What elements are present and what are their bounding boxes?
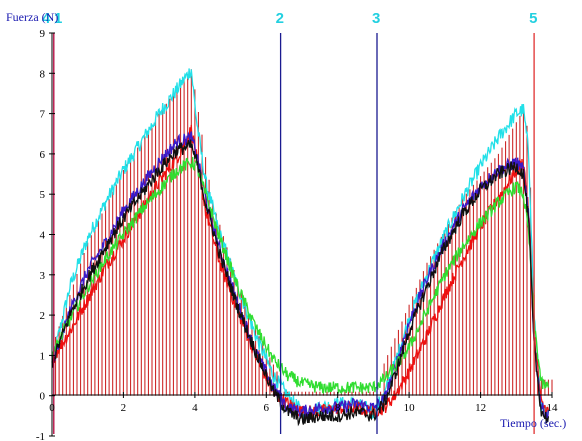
y-tick-label: -1 <box>36 431 45 441</box>
x-tick-label: 0 <box>49 402 55 414</box>
marker-label-2: 2 <box>276 10 284 27</box>
series-line-3 <box>51 131 550 420</box>
y-tick-label: 2 <box>40 310 46 322</box>
x-tick-label: 6 <box>264 402 270 414</box>
x-tick-label: 8 <box>335 402 341 414</box>
series-line-5 <box>51 139 550 427</box>
y-axis-title: Fuerza (N) <box>6 10 58 24</box>
y-tick-label: 4 <box>40 230 46 242</box>
x-tick-label: 10 <box>404 402 416 414</box>
hatched-bars <box>51 69 553 396</box>
y-tick-label: 5 <box>40 189 46 201</box>
phase-markers: 1 2 34 5 <box>42 10 537 434</box>
series-line-1 <box>51 68 550 420</box>
x-tick-label: 4 <box>192 402 198 414</box>
x-tick-label: 12 <box>475 402 486 414</box>
x-tick-label: 2 <box>121 402 127 414</box>
x-tick-label: 14 <box>547 402 559 414</box>
y-tick-label: 0 <box>40 391 46 403</box>
marker-label-3: 3 <box>372 10 380 27</box>
x-axis-title: Tiempo (sec.) <box>500 416 566 430</box>
y-tick-label: 6 <box>40 149 46 161</box>
y-tick-label: 1 <box>40 350 46 362</box>
marker-label-4: 4 <box>42 10 51 27</box>
force-series <box>51 68 550 427</box>
series-line-4 <box>51 156 550 395</box>
marker-label-5: 5 <box>529 10 537 27</box>
marker-label-1: 1 <box>54 10 62 27</box>
y-tick-label: 8 <box>40 68 46 80</box>
y-tick-label: 3 <box>40 270 46 282</box>
y-tick-label: 7 <box>40 109 46 121</box>
y-tick-label: 9 <box>40 28 46 40</box>
